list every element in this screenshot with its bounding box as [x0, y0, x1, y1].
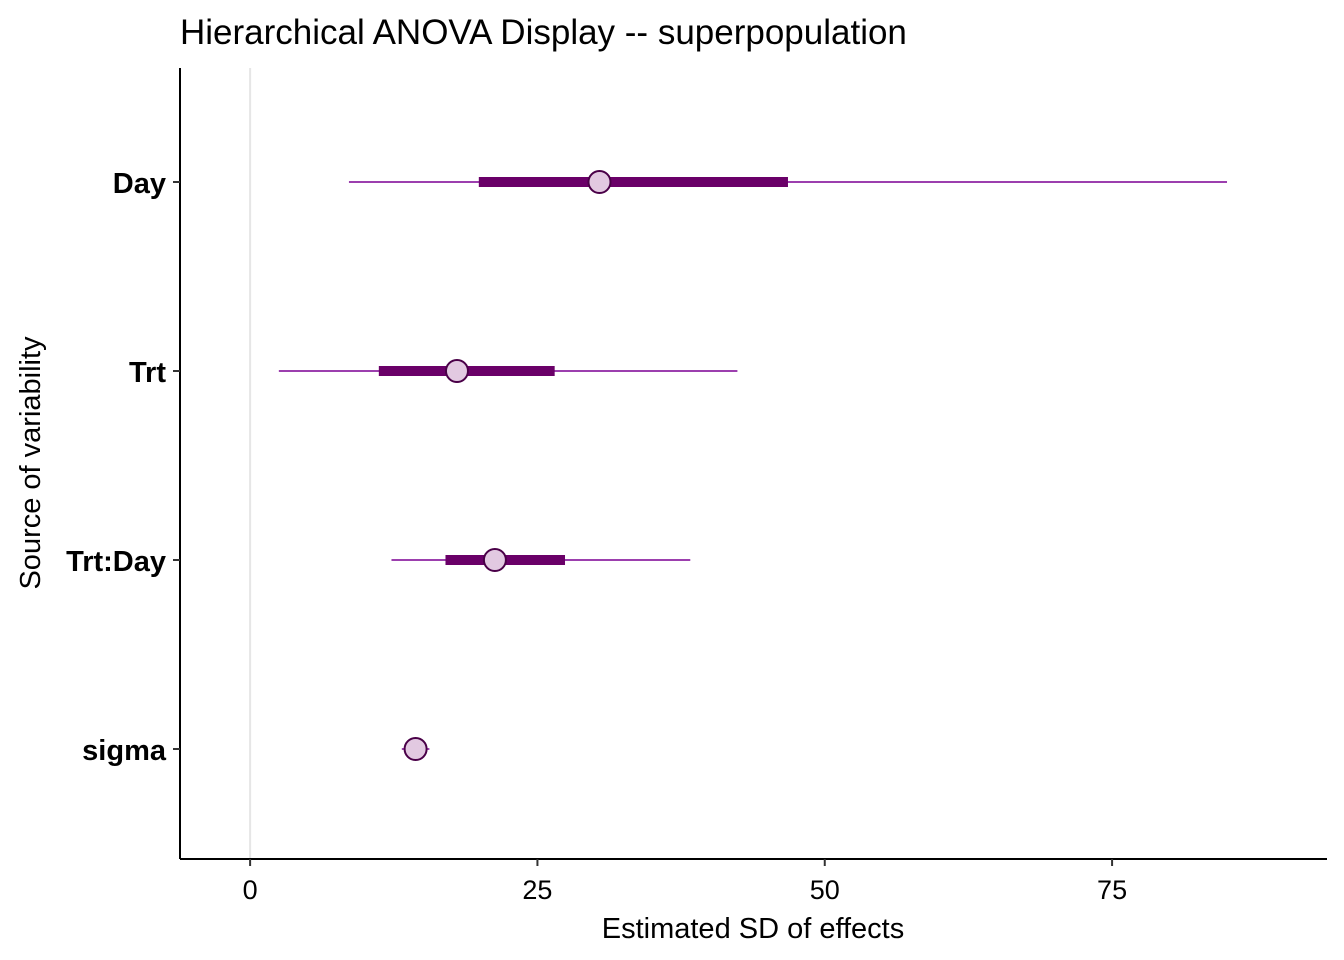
x-axis-label: Estimated SD of effects	[602, 913, 905, 945]
plot-area: 0 25 50 75 Day Trt Trt:Day sigma	[66, 68, 1327, 905]
x-tick-label: 0	[243, 875, 258, 905]
median-point	[587, 170, 612, 194]
y-tick-label: Trt:Day	[66, 546, 166, 578]
median-point	[482, 548, 507, 572]
median-point	[403, 737, 428, 761]
x-tick-label: 50	[810, 875, 840, 905]
x-tick-label: 75	[1097, 875, 1127, 905]
y-tick-label: sigma	[82, 735, 167, 767]
chart-title: Hierarchical ANOVA Display -- superpopul…	[180, 13, 907, 52]
y-axis-label: Source of variability	[15, 336, 47, 590]
y-tick-label: Trt	[129, 357, 166, 389]
y-tick-label: Day	[113, 168, 166, 200]
x-tick-label: 25	[522, 875, 552, 905]
median-point	[444, 359, 469, 383]
